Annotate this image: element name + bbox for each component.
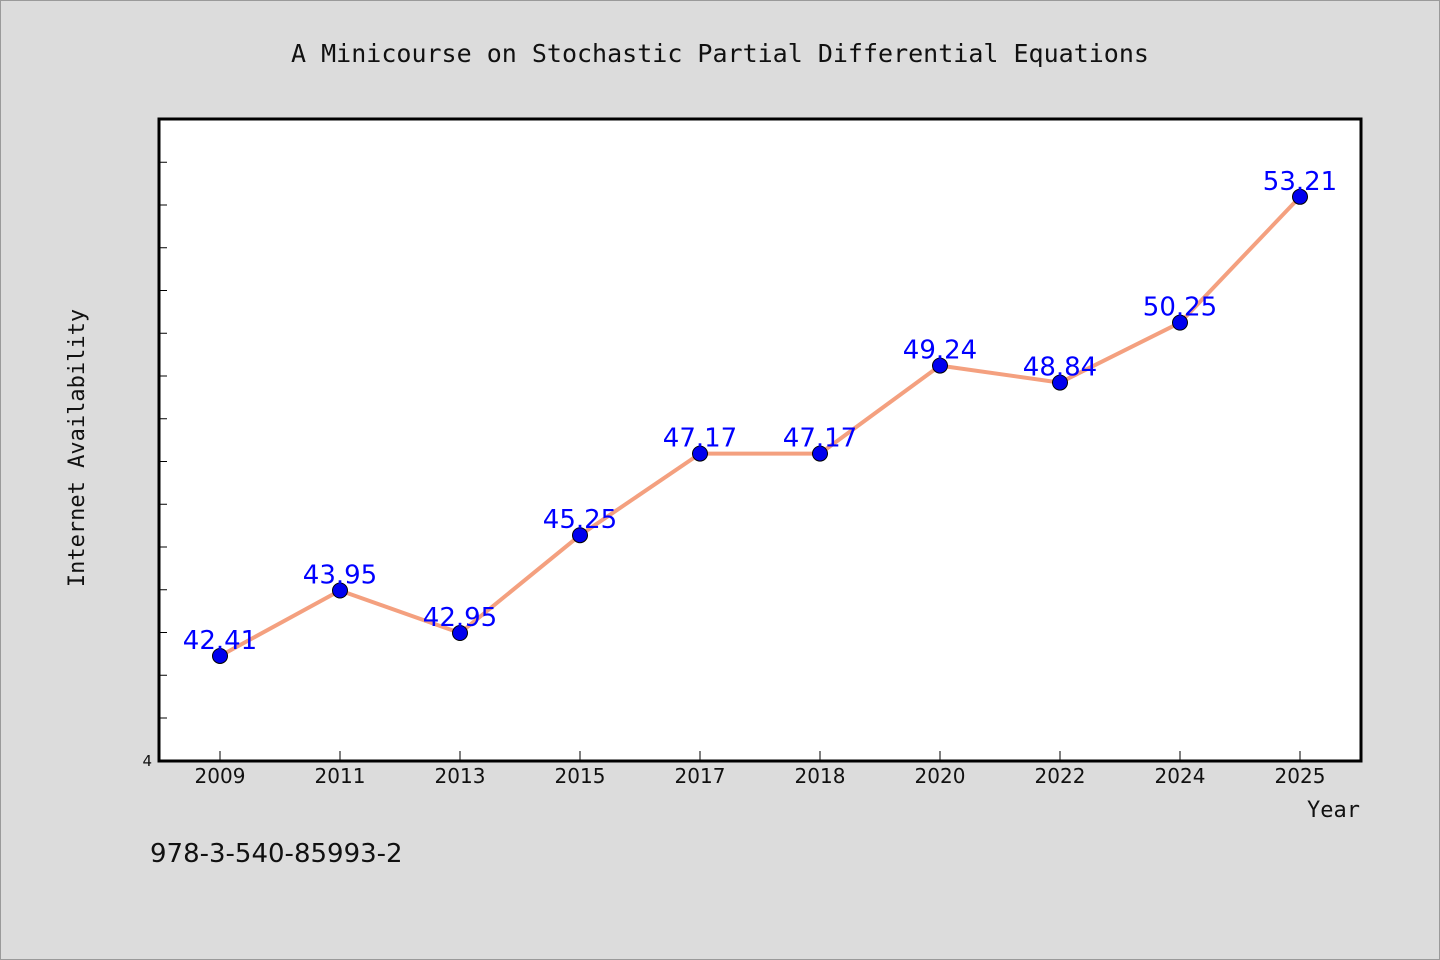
x-tick-label: 2013 (435, 764, 486, 788)
x-tick-label: 2018 (795, 764, 846, 788)
chart-title: A Minicourse on Stochastic Partial Diffe… (291, 39, 1149, 68)
data-point-label: 48.84 (1023, 353, 1097, 383)
data-point-marker (572, 527, 588, 544)
data-point-marker (452, 625, 468, 642)
data-point-label: 49.24 (903, 336, 977, 366)
data-point-label: 47.17 (783, 424, 857, 454)
x-axis-label: Year (1307, 798, 1360, 823)
data-point-label: 42.41 (183, 626, 257, 656)
data-point-label: 50.25 (1143, 293, 1217, 323)
data-point-marker (1172, 314, 1188, 331)
y-tick-label: 4 (142, 752, 152, 770)
y-axis-ticks (159, 161, 167, 719)
data-point-label: 45.25 (543, 505, 617, 535)
caption-isbn: 978-3-540-85993-2 (150, 839, 403, 869)
series-data-labels: 42.41 43.95 42.95 45.25 47.17 47.17 49.24 48.84… (183, 167, 1337, 656)
data-point-marker (932, 357, 948, 374)
data-point-marker (1052, 374, 1068, 391)
data-point-marker (212, 647, 228, 664)
data-point-label: 47.17 (663, 424, 737, 454)
x-tick-label: 2020 (915, 764, 966, 788)
x-tick-label: 2011 (315, 764, 366, 788)
series-markers (212, 188, 1308, 664)
x-tick-label: 2017 (675, 764, 726, 788)
y-axis-label: Internet Availability (65, 309, 90, 587)
x-tick-label: 2009 (195, 764, 246, 788)
data-point-label: 53.21 (1263, 167, 1337, 197)
x-axis-tick-labels: 2009 2011 2013 2015 2017 2018 2020 2022 2024 2025 (195, 764, 1326, 788)
data-point-label: 43.95 (303, 561, 377, 591)
data-point-marker (812, 445, 828, 462)
x-axis-ticks (219, 751, 1301, 761)
series-line (218, 194, 1302, 658)
x-tick-label: 2024 (1155, 764, 1206, 788)
data-point-label: 42.95 (423, 603, 497, 633)
x-tick-label: 2025 (1275, 764, 1326, 788)
plot-area (157, 117, 1363, 763)
x-tick-label: 2022 (1035, 764, 1086, 788)
data-point-marker (332, 582, 348, 599)
x-tick-label: 2015 (555, 764, 606, 788)
data-point-marker (1292, 188, 1308, 205)
series-group: 42.41 43.95 42.95 45.25 47.17 47.17 49.24 48.84… (183, 167, 1337, 664)
data-point-marker (692, 445, 708, 462)
